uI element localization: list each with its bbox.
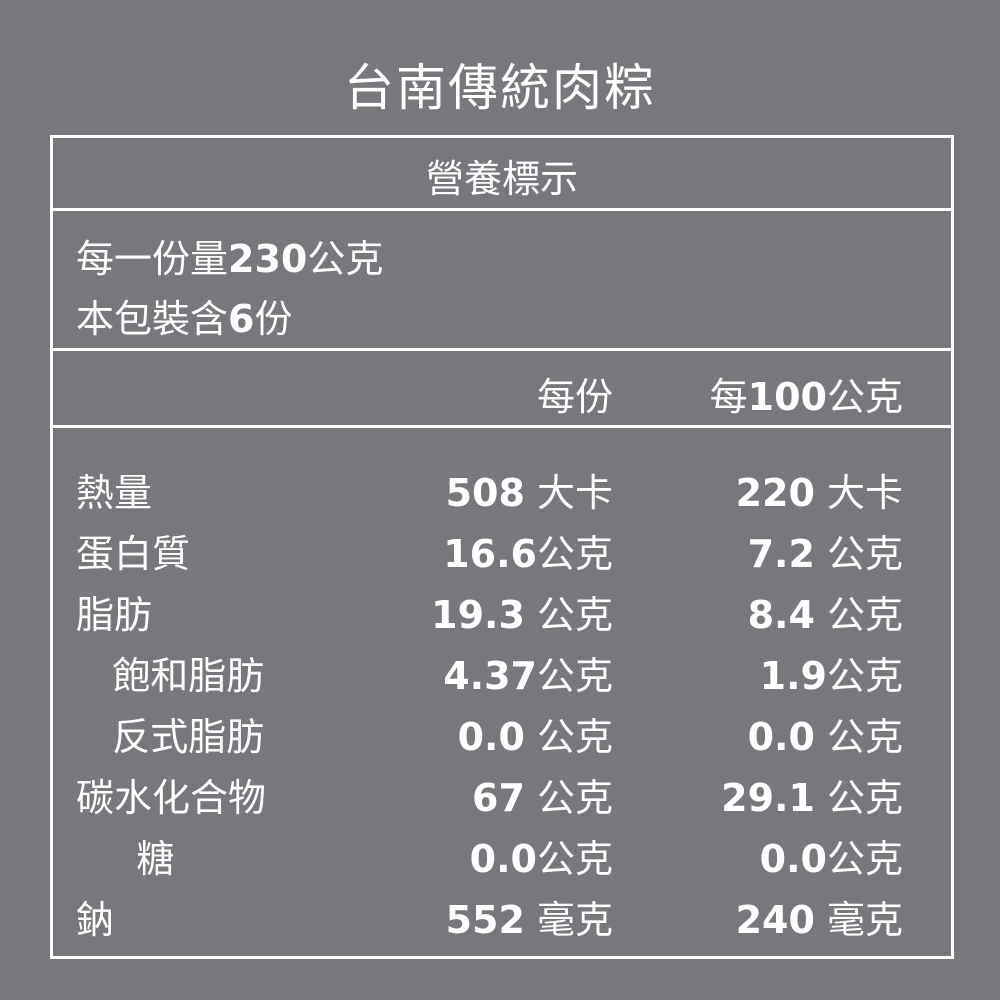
nutrient-row: 飽和脂肪 4.37公克 1.9公克: [53, 645, 951, 705]
per-serving-value: 16.6公克: [443, 523, 613, 578]
value: 508: [445, 471, 525, 515]
value: 16.6: [443, 532, 537, 576]
unit: 公克: [814, 776, 903, 820]
nutrient-row: 反式脂肪 0.0 公克 0.0 公克: [53, 706, 951, 766]
nutrient-label: 鈉: [76, 898, 115, 942]
per-serving-value: 4.37公克: [443, 645, 613, 700]
serving-size-value: 230: [228, 237, 308, 281]
nutrient-label: 反式脂肪: [76, 715, 265, 759]
serving-size-label: 每一份量: [76, 237, 229, 281]
per-100g-value: 8.4 公克: [748, 584, 903, 639]
unit: 公克: [814, 532, 903, 576]
per-serving-value: 0.0 公克: [458, 706, 613, 761]
column-per-100g: 每100公克: [710, 366, 903, 421]
nutrient-row: 蛋白質 16.6公克 7.2 公克: [53, 523, 951, 583]
value: 4.37: [443, 654, 537, 698]
value: 19.3: [431, 593, 525, 637]
value: 0.0: [747, 715, 815, 759]
value: 0.0: [759, 837, 827, 881]
per-100g-value: 7.2 公克: [748, 523, 903, 578]
value: 0.0: [469, 837, 537, 881]
value: 220: [735, 471, 815, 515]
value: 67: [472, 776, 525, 820]
nutrient-row: 碳水化合物 67 公克 29.1 公克: [53, 767, 951, 827]
nutrient-label: 糖: [76, 837, 175, 881]
nutrient-label: 蛋白質: [76, 532, 191, 576]
unit: 公克: [524, 715, 613, 759]
per-100g-value: 220 大卡: [736, 462, 903, 517]
value: 7.2: [747, 532, 815, 576]
serving-size-unit: 公克: [307, 237, 384, 281]
per-100g-value: 1.9公克: [760, 645, 903, 700]
value: 29.1: [721, 776, 815, 820]
nutrition-header: 營養標示: [425, 157, 578, 201]
per-serving-value: 19.3 公克: [431, 584, 613, 639]
per-100-unit: 公克: [826, 375, 903, 419]
servings-label: 本包裝含: [76, 297, 229, 341]
per-serving-value: 67 公克: [472, 767, 613, 822]
servings-value: 6: [228, 297, 255, 341]
nutrient-label: 飽和脂肪: [76, 654, 265, 698]
unit: 毫克: [524, 898, 613, 942]
unit: 公克: [524, 776, 613, 820]
nutrient-row: 糖 0.0公克 0.0公克: [53, 828, 951, 888]
nutrient-label: 脂肪: [76, 593, 153, 637]
per-serving-value: 552 毫克: [446, 889, 613, 944]
servings-per-package: 本包裝含6份: [76, 288, 292, 343]
nutrient-row: 鈉 552 毫克 240 毫克: [53, 889, 951, 949]
nutrition-facts-table: 營養標示 每一份量230公克 本包裝含6份 每份 每100公克 熱量 508 大…: [50, 135, 954, 959]
unit: 公克: [826, 837, 903, 881]
unit: 大卡: [524, 471, 613, 515]
per-100g-value: 0.0公克: [760, 828, 903, 883]
unit: 公克: [536, 837, 613, 881]
value: 552: [445, 898, 525, 942]
divider: [53, 348, 951, 351]
nutrient-row: 脂肪 19.3 公克 8.4 公克: [53, 584, 951, 644]
value: 240: [735, 898, 815, 942]
nutrient-label: 熱量: [76, 471, 153, 515]
value: 0.0: [457, 715, 525, 759]
product-title: 台南傳統肉粽: [344, 59, 656, 117]
value: 8.4: [747, 593, 815, 637]
divider: [53, 425, 951, 428]
unit: 公克: [536, 654, 613, 698]
unit: 公克: [536, 532, 613, 576]
divider: [53, 208, 951, 211]
per-serving-value: 0.0公克: [470, 828, 613, 883]
serving-size: 每一份量230公克: [76, 228, 383, 283]
unit: 公克: [814, 593, 903, 637]
nutrient-row: 熱量 508 大卡 220 大卡: [53, 462, 951, 522]
servings-unit: 份: [254, 297, 293, 341]
nutrient-label: 碳水化合物: [76, 776, 267, 820]
per-100g-value: 240 毫克: [736, 889, 903, 944]
per-100g-value: 0.0 公克: [748, 706, 903, 761]
per-100-value: 100: [747, 375, 827, 419]
per-100-prefix: 每: [709, 375, 748, 419]
value: 1.9: [759, 654, 827, 698]
unit: 公克: [524, 593, 613, 637]
per-serving-value: 508 大卡: [446, 462, 613, 517]
unit: 毫克: [814, 898, 903, 942]
unit: 大卡: [814, 471, 903, 515]
unit: 公克: [826, 654, 903, 698]
per-100g-value: 29.1 公克: [721, 767, 903, 822]
column-per-serving: 每份: [536, 375, 613, 419]
unit: 公克: [814, 715, 903, 759]
